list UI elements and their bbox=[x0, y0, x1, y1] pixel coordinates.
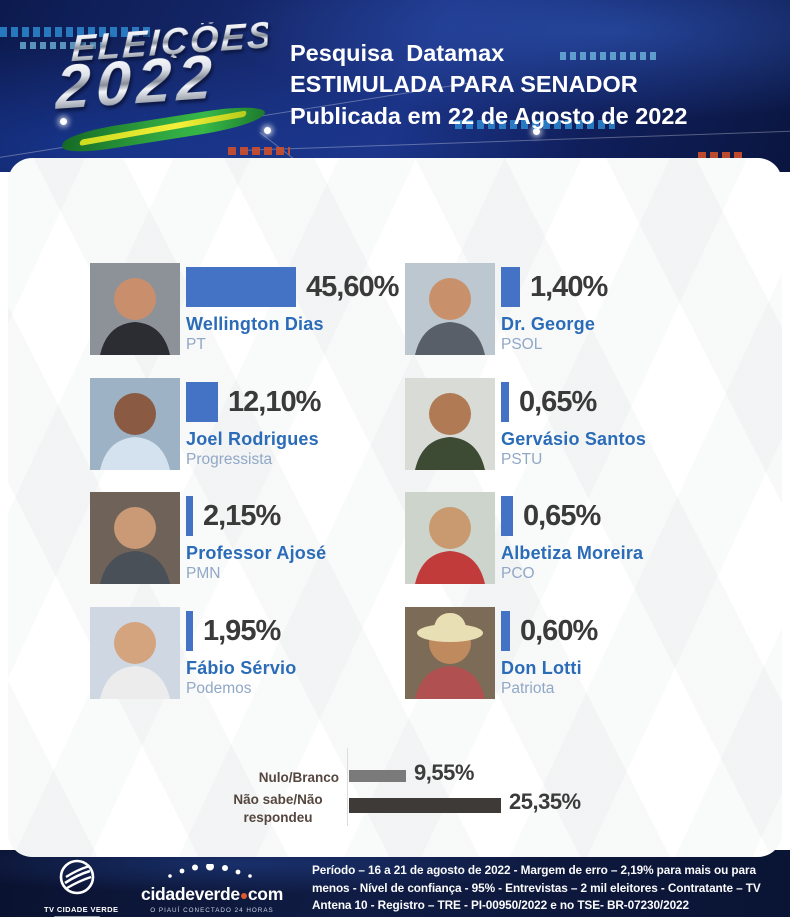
decor-pixels bbox=[455, 120, 615, 129]
candidate-bar bbox=[501, 267, 520, 307]
decor-pixels bbox=[228, 147, 290, 155]
cidadeverde-com-logo: cidadeverde com O PIAUÍ CONECTADO 24 HORA… bbox=[136, 862, 288, 914]
candidate-block-gervasio-santos: 0,65% Gervásio Santos PSTU bbox=[405, 378, 720, 478]
tv-cidade-verde-label: TV CIDADE VERDE bbox=[44, 905, 119, 914]
others-axis-line bbox=[347, 748, 348, 826]
candidate-party: PCO bbox=[501, 565, 535, 582]
candidate-percentage: 45,60% bbox=[306, 270, 399, 303]
candidate-party: PMN bbox=[186, 565, 221, 582]
candidate-party: PT bbox=[186, 336, 206, 353]
candidate-name: Albetiza Moreira bbox=[501, 543, 644, 563]
decor-line bbox=[239, 130, 790, 151]
poll-title-line-3: Publicada em 22 de Agosto de 2022 bbox=[290, 102, 688, 129]
decor-node-dot bbox=[60, 118, 67, 125]
candidate-photo bbox=[90, 607, 180, 699]
candidate-name: Gervásio Santos bbox=[501, 429, 647, 449]
candidate-party: PSTU bbox=[501, 451, 543, 468]
candidate-name: Wellington Dias bbox=[186, 314, 324, 334]
decor-pixels bbox=[560, 52, 660, 60]
cidadeverde-wordmark: cidadeverde com bbox=[136, 884, 288, 905]
candidate-name: Professor Ajosé bbox=[186, 543, 327, 563]
candidate-block-don-lotti: 0,60% Don Lotti Patriota bbox=[405, 607, 720, 707]
poll-title-line-1: Pesquisa Datamax bbox=[290, 40, 505, 66]
candidate-percentage: 1,40% bbox=[530, 270, 608, 303]
candidate-party: PSOL bbox=[501, 336, 543, 353]
candidate-bar bbox=[501, 382, 509, 422]
cidadeverde-dots-icon bbox=[168, 862, 252, 878]
eleicoes-2022-logo: ELEIÇÕES 2022 bbox=[52, 14, 275, 157]
portal-dot-separator bbox=[240, 892, 247, 899]
candidate-bar bbox=[501, 611, 510, 651]
candidate-name: Don Lotti bbox=[501, 658, 582, 678]
nulo-branco-percentage: 9,55% bbox=[414, 760, 474, 785]
tv-cidade-verde-logo: TV CIDADE VERDE bbox=[44, 858, 119, 919]
footer-banner: TV CIDADE VERDE cidadeverde com O PIAUÍ C… bbox=[0, 850, 790, 919]
nao-sabe-percentage: 25,35% bbox=[509, 789, 581, 814]
candidate-block-fabio-servio: 1,95% Fábio Sérvio Podemos bbox=[90, 607, 405, 707]
decor-pixels bbox=[20, 42, 110, 49]
nao-sabe-bar bbox=[349, 798, 501, 813]
candidate-block-professor-ajose: 2,15% Professor Ajosé PMN bbox=[90, 492, 405, 592]
candidate-percentage: 0,65% bbox=[519, 385, 597, 418]
header-banner: ELEIÇÕES 2022 Pesquisa Datamax ESTIMULAD… bbox=[0, 0, 790, 172]
candidate-percentage: 0,60% bbox=[520, 614, 598, 647]
candidate-photo bbox=[405, 378, 495, 470]
decor-pixels bbox=[0, 27, 150, 37]
candidate-name: Joel Rodrigues bbox=[186, 429, 319, 449]
candidate-photo bbox=[405, 263, 495, 355]
candidate-bar bbox=[501, 496, 513, 536]
candidate-bar bbox=[186, 382, 218, 422]
candidate-party: Progressista bbox=[186, 451, 273, 468]
cidadeverde-tagline: O PIAUÍ CONECTADO 24 HORAS bbox=[150, 906, 274, 914]
poll-title: Pesquisa Datamax ESTIMULADA PARA SENADOR… bbox=[290, 38, 687, 132]
candidate-percentage: 12,10% bbox=[228, 385, 321, 418]
candidate-photo bbox=[90, 263, 180, 355]
decor-node-dot bbox=[533, 128, 540, 135]
candidate-percentage: 1,95% bbox=[203, 614, 281, 647]
candidate-percentage: 0,65% bbox=[523, 499, 601, 532]
candidate-bar bbox=[186, 611, 193, 651]
candidate-percentage: 2,15% bbox=[203, 499, 281, 532]
nao-sabe-label: Não sabe/Não respondeu bbox=[233, 792, 323, 825]
methodology-fine-print: Período – 16 a 21 de agosto de 2022 - Ma… bbox=[312, 863, 761, 913]
portal-tld: com bbox=[247, 883, 283, 904]
candidate-bar bbox=[186, 267, 296, 307]
candidate-block-albetiza-moreira: 0,65% Albetiza Moreira PCO bbox=[405, 492, 720, 592]
portal-name: cidadeverde bbox=[141, 883, 240, 904]
candidate-photo bbox=[90, 492, 180, 584]
candidate-block-wellington-dias: 45,60% Wellington Dias PT bbox=[90, 263, 405, 363]
poll-title-line-2: ESTIMULADA PARA SENADOR bbox=[290, 71, 638, 98]
candidate-bar bbox=[186, 496, 193, 536]
nulo-branco-bar bbox=[349, 770, 406, 782]
candidate-party: Patriota bbox=[501, 680, 555, 697]
tv-cidade-verde-globe-icon bbox=[59, 859, 95, 895]
candidate-party: Podemos bbox=[186, 680, 252, 697]
decor-node-dot bbox=[264, 127, 271, 134]
decor-pixels bbox=[698, 152, 746, 159]
candidate-name: Dr. George bbox=[501, 314, 596, 334]
candidate-photo bbox=[90, 378, 180, 470]
candidate-block-joel-rodrigues: 12,10% Joel Rodrigues Progressista bbox=[90, 378, 405, 478]
nulo-branco-label: Nulo/Branco bbox=[258, 770, 339, 785]
candidate-block-dr-george: 1,40% Dr. George PSOL bbox=[405, 263, 720, 363]
results-card: 45,60% Wellington Dias PT 1,40% Dr. Geor… bbox=[8, 158, 782, 857]
candidate-photo bbox=[405, 607, 495, 699]
candidate-name: Fábio Sérvio bbox=[186, 658, 297, 678]
candidate-photo bbox=[405, 492, 495, 584]
